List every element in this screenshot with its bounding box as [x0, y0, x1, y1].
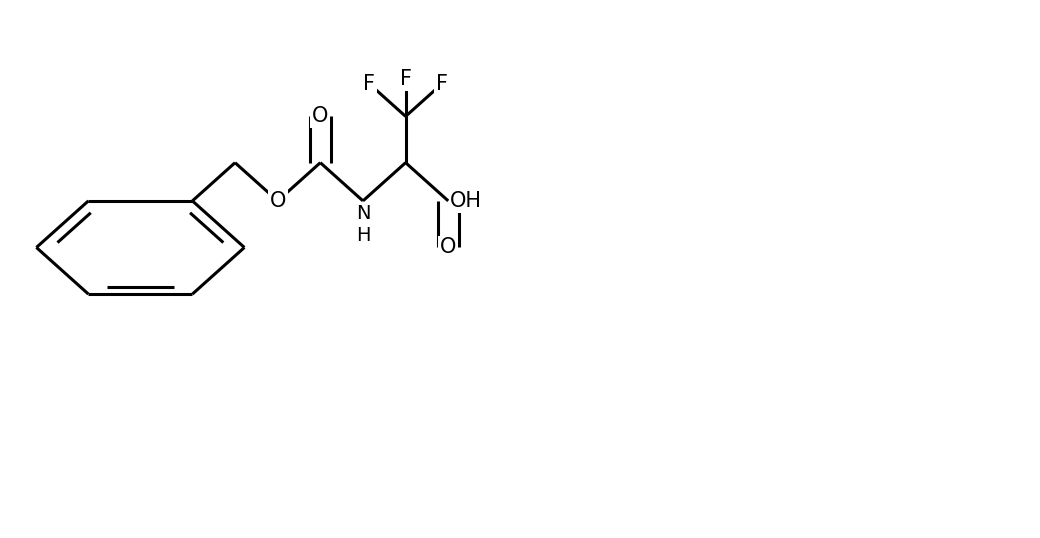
Text: F: F [363, 74, 375, 94]
Text: F: F [399, 69, 412, 89]
Text: OH: OH [450, 191, 483, 211]
Text: N
H: N H [356, 203, 370, 245]
Text: O: O [312, 107, 329, 126]
Text: O: O [440, 237, 457, 257]
Text: O: O [269, 191, 286, 211]
Text: F: F [436, 74, 448, 94]
